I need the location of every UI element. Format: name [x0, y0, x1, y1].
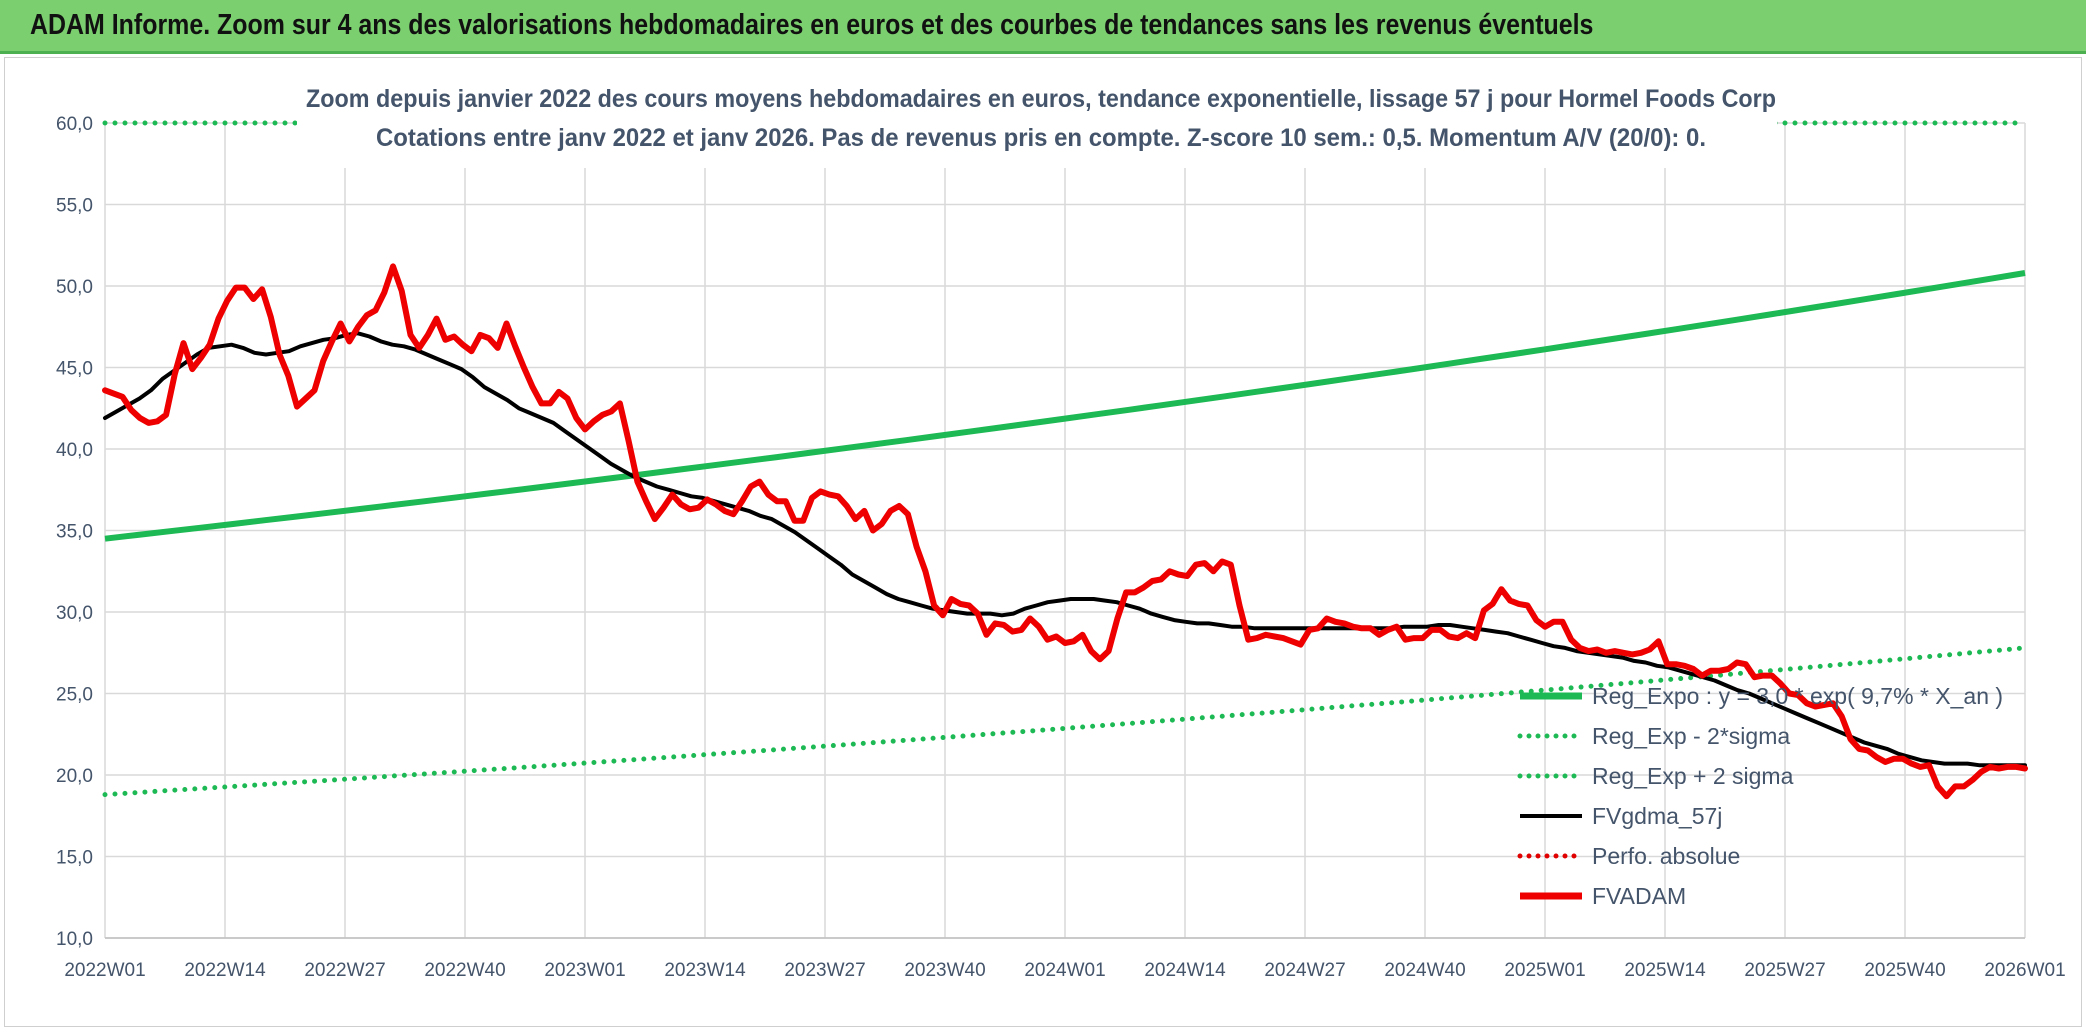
chart-title: Zoom depuis janvier 2022 des cours moyen… — [306, 85, 1776, 113]
x-tick-label: 2022W27 — [304, 960, 385, 981]
series-line — [102, 645, 2028, 798]
x-tick-label: 2022W14 — [184, 960, 266, 981]
y-tick-label: 15,0 — [56, 848, 93, 869]
x-axis-ticks: 2022W01 2022W14 2022W27 2022W40 2023W01 2023W… — [64, 960, 2065, 981]
y-tick-label: 25,0 — [56, 685, 93, 706]
legend-label: FVgdma_57j — [1592, 803, 1722, 829]
report-header: ADAM Informe. Zoom sur 4 ans des valoris… — [0, 0, 2086, 54]
y-tick-label: 50,0 — [56, 277, 93, 298]
x-tick-label: 2024W14 — [1144, 960, 1226, 981]
x-tick-label: 2025W40 — [1864, 960, 1945, 981]
chart-title-background — [297, 68, 1777, 168]
x-tick-label: 2025W01 — [1504, 960, 1585, 981]
x-tick-label: 2024W01 — [1024, 960, 1105, 981]
legend-label: Reg_Exp - 2*sigma — [1592, 723, 1790, 749]
legend-label: Reg_Exp + 2 sigma — [1592, 763, 1794, 789]
y-tick-label: 60,0 — [56, 114, 93, 135]
legend-label: Perfo. absolue — [1592, 843, 1740, 869]
line-chart: 10,0 15,0 20,0 25,0 30,0 35,0 40,0 45,0 50,0 55,0… — [56, 68, 2066, 981]
x-tick-label: 2023W27 — [784, 960, 865, 981]
legend-label: FVADAM — [1592, 883, 1686, 909]
x-tick-label: 2023W01 — [544, 960, 625, 981]
x-tick-label: 2026W01 — [1984, 960, 2065, 981]
legend: Reg_Expo : y = 3,0 * exp( 9,7% * X_an ) R… — [1517, 683, 2003, 909]
legend-label: Reg_Expo : y = 3,0 * exp( 9,7% * X_an ) — [1592, 683, 2003, 709]
x-tick-label: 2023W40 — [904, 960, 985, 981]
chart-subtitle: Cotations entre janv 2022 et janv 2026. … — [376, 124, 1706, 152]
y-tick-label: 35,0 — [56, 522, 93, 543]
x-tick-label: 2022W40 — [424, 960, 505, 981]
chart-title-block: Zoom depuis janvier 2022 des cours moyen… — [297, 68, 1777, 168]
y-tick-label: 55,0 — [56, 196, 93, 217]
series-layer — [102, 120, 2028, 800]
x-tick-label: 2022W01 — [64, 960, 145, 981]
x-tick-label: 2025W27 — [1744, 960, 1825, 981]
x-tick-label: 2023W14 — [664, 960, 746, 981]
chart-frame: 10,0 15,0 20,0 25,0 30,0 35,0 40,0 45,0 50,0 55,0… — [4, 57, 2082, 1027]
series-line — [102, 263, 2028, 800]
x-tick-label: 2024W27 — [1264, 960, 1345, 981]
grid-layer — [104, 122, 2026, 939]
report-title: ADAM Informe. Zoom sur 4 ans des valoris… — [30, 9, 1594, 41]
y-tick-label: 45,0 — [56, 359, 93, 380]
y-tick-label: 40,0 — [56, 440, 93, 461]
y-tick-label: 30,0 — [56, 603, 93, 624]
series-line — [103, 331, 2027, 768]
y-tick-label: 20,0 — [56, 766, 93, 787]
x-tick-label: 2025W14 — [1624, 960, 1706, 981]
x-tick-label: 2024W40 — [1384, 960, 1465, 981]
y-axis-ticks: 10,0 15,0 20,0 25,0 30,0 35,0 40,0 45,0 50,0 55,0… — [56, 114, 93, 950]
y-tick-label: 10,0 — [56, 929, 93, 950]
series-line — [104, 270, 2026, 542]
